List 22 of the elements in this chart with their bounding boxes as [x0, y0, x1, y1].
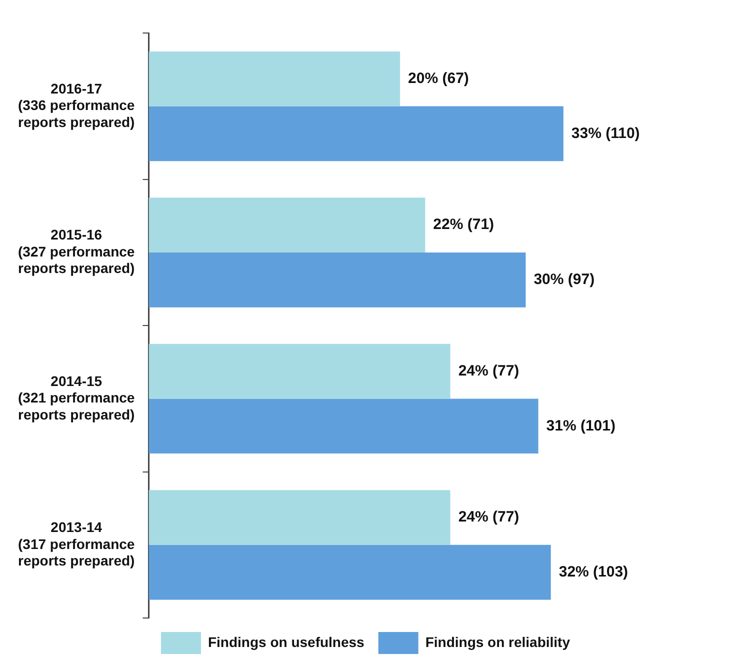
- bar: [148, 252, 526, 308]
- data-label: 30% (97): [534, 271, 595, 288]
- bar: [148, 344, 450, 399]
- data-label: 24% (77): [458, 362, 520, 380]
- legend-label: Findings on reliability: [425, 634, 570, 650]
- bar: [148, 398, 538, 454]
- y-tick-label: 2015-16 (327 performance reports prepared): [18, 226, 135, 276]
- data-label: 31% (101): [546, 417, 616, 434]
- data-label: 24% (77): [458, 508, 520, 526]
- y-tick-label: 2016-17 (336 performance reports prepared): [18, 80, 135, 130]
- bar: [148, 490, 450, 545]
- bar: [148, 51, 400, 106]
- data-label: 22% (71): [433, 216, 494, 234]
- data-label: 33% (110): [571, 124, 640, 142]
- bar: [148, 198, 426, 252]
- bar: [148, 106, 564, 162]
- legend-label: Findings on usefulness: [208, 634, 365, 650]
- y-tick-label: 2014-15 (321 performance reports prepared): [18, 372, 135, 422]
- y-tick-label: 2013-14 (317 performance reports prepared): [18, 518, 135, 569]
- bar: [148, 544, 551, 600]
- data-label: 32% (103): [558, 563, 628, 580]
- data-label: 20% (67): [408, 70, 469, 88]
